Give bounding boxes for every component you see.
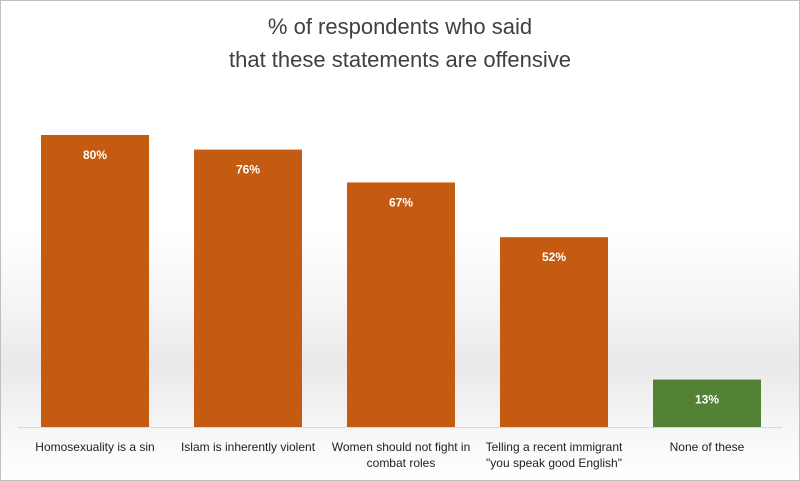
data-label-4: 52%: [542, 250, 566, 264]
chart-title-line-2: that these statements are offensive: [228, 47, 572, 72]
category-label-5: None of these: [627, 439, 787, 455]
category-label-line: Women should not fight in: [331, 440, 471, 454]
category-label-line: Islam is inherently violent: [180, 440, 316, 454]
category-label-4: Telling a recent immigrant "you speak goo…: [474, 439, 634, 471]
data-label-3: 67%: [389, 195, 413, 209]
bar-5: [653, 379, 761, 427]
bar-2: [194, 149, 302, 427]
category-label-line: combat roles: [366, 456, 436, 470]
data-label-2: 76%: [236, 163, 260, 177]
category-label-line: Homosexuality is a sin: [35, 440, 155, 454]
bar-4: [500, 237, 608, 427]
bar-3: [347, 182, 455, 427]
category-label-line: None of these: [669, 440, 745, 454]
category-label-1: Homosexuality is a sin: [15, 439, 175, 455]
bar-1: [41, 135, 149, 427]
chart-title-line-1: % of respondents who said: [267, 14, 533, 39]
data-label-1: 80%: [83, 148, 107, 162]
category-label-line: "you speak good English": [486, 456, 622, 470]
category-label-3: Women should not fight in combat roles: [321, 439, 481, 471]
data-label-5: 13%: [695, 393, 719, 407]
category-label-2: Islam is inherently violent: [168, 439, 328, 455]
category-label-line: Telling a recent immigrant: [485, 440, 623, 454]
